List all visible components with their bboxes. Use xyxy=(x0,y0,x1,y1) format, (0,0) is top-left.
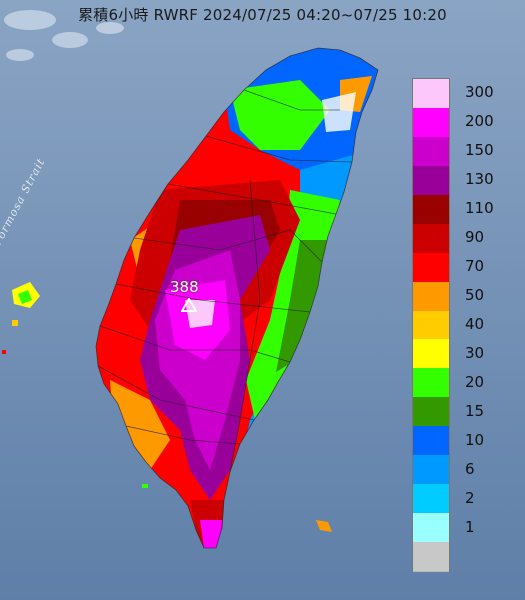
legend-swatch xyxy=(413,368,449,399)
legend-swatch xyxy=(413,79,449,109)
legend-label: 300 xyxy=(465,83,494,102)
legend-label: 50 xyxy=(465,286,485,305)
peak-value-label: 388 xyxy=(170,278,199,296)
legend-swatch xyxy=(413,136,449,167)
legend-swatch xyxy=(413,397,449,428)
legend-swatch xyxy=(413,281,449,312)
legend-label: 110 xyxy=(465,199,494,218)
legend-swatch xyxy=(413,339,449,370)
legend-label: 90 xyxy=(465,228,485,247)
legend-swatch xyxy=(413,542,449,572)
color-legend xyxy=(412,78,450,572)
legend-swatch xyxy=(413,484,449,515)
cloud-texture xyxy=(4,10,124,61)
legend-swatch xyxy=(413,107,449,138)
legend-label: 1 xyxy=(465,517,475,536)
legend-label: 200 xyxy=(465,112,494,131)
legend-swatch xyxy=(413,426,449,457)
legend-swatch xyxy=(413,252,449,283)
legend-label: 150 xyxy=(465,141,494,160)
offshore-islands xyxy=(2,282,332,532)
legend-label: 130 xyxy=(465,170,494,189)
legend-label: 15 xyxy=(465,401,485,420)
legend-swatch xyxy=(413,310,449,341)
legend-label: 70 xyxy=(465,257,485,276)
legend-label: 40 xyxy=(465,315,485,333)
legend-swatch xyxy=(413,165,449,196)
legend-swatch xyxy=(413,194,449,225)
map-title: 累積6小時 RWRF 2024/07/25 04:20~07/25 10:20 xyxy=(78,6,447,24)
legend-label: 2 xyxy=(465,488,475,507)
legend-swatch xyxy=(413,223,449,254)
legend-swatch xyxy=(413,513,449,544)
county-boundaries xyxy=(95,47,379,549)
legend-label: 10 xyxy=(465,430,485,449)
legend-label: 30 xyxy=(465,343,485,362)
legend-label: 20 xyxy=(465,372,485,391)
peak-triangle-icon xyxy=(181,298,197,312)
legend-swatch xyxy=(413,455,449,486)
legend-label: 6 xyxy=(465,459,475,478)
